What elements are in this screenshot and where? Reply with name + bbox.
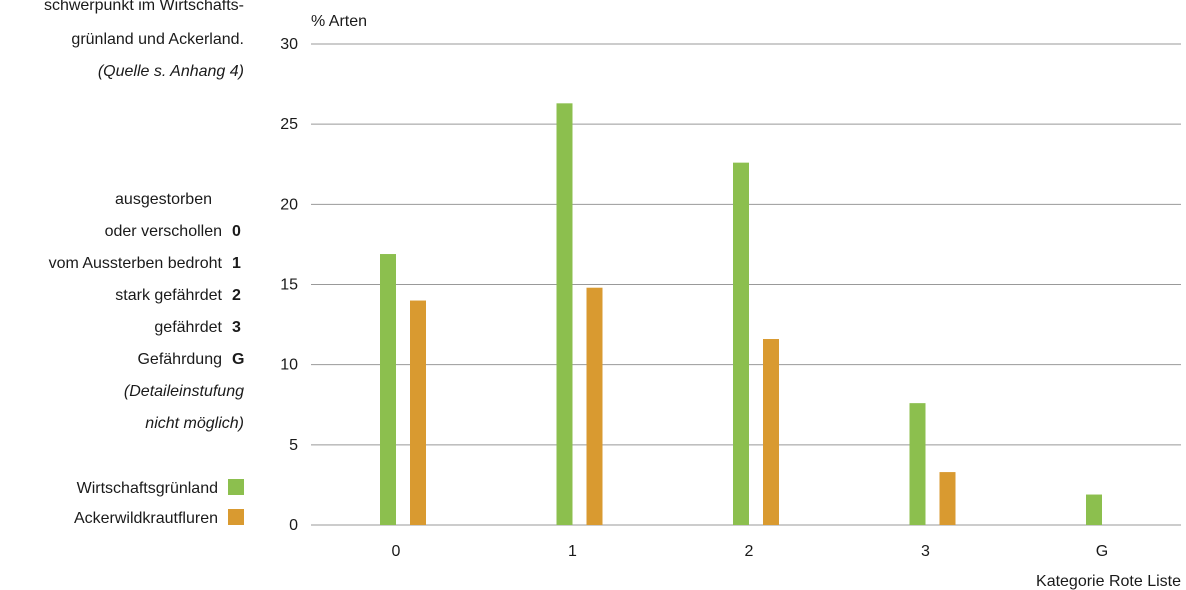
source-note: (Quelle s. Anhang 4) [97,63,244,80]
category-row-1: vom Aussterben bedroht 1 [49,254,244,274]
bar-ackerwildkrautfluren-2 [763,339,779,525]
x-tick-label: 1 [568,543,577,560]
category-label: vom Aussterben bedroht [48,255,222,272]
category-label-extinct: ausgestorben [115,191,212,208]
y-tick-label: 5 [289,437,298,454]
legend-item-green: Wirtschaftsgrünland [77,479,244,499]
category-row-2: stark gefährdet 2 [115,286,244,306]
note-line-2: nicht möglich) [145,415,244,432]
bar-wirtschaftsgruenland-2 [733,162,749,525]
category-label: gefährdet [154,319,222,336]
category-code: G [232,351,245,368]
y-tick-label: 0 [289,517,298,534]
category-code: 2 [232,287,241,304]
y-tick-label: 20 [280,196,298,213]
x-tick-label: 2 [745,543,754,560]
y-tick-labels: 0 5 10 15 20 25 30 [280,36,298,534]
y-tick-label: 25 [280,116,298,133]
bar-wirtschaftsgruenland-1 [556,103,573,525]
bars [380,103,1102,525]
category-code: 0 [232,223,241,240]
bar-ackerwildkrautfluren-3 [939,472,956,525]
bar-wirtschaftsgruenland-3 [909,403,926,525]
category-label: stark gefährdet [115,287,222,304]
legend-label: Ackerwildkrautfluren [73,510,218,527]
intro-line-1: schwerpunkt im Wirtschafts- [43,0,244,14]
category-row-g: Gefährdung G [137,350,244,370]
note-line-1: (Detaileinstufung [123,383,244,400]
category-code: 1 [232,255,241,272]
legend-swatch-orange [228,509,244,525]
x-axis-label: Kategorie Rote Liste [1036,573,1181,590]
x-tick-label: 0 [392,543,401,560]
y-tick-label: 10 [280,357,298,374]
y-tick-label: 30 [280,36,298,53]
intro-line-2: grünland und Ackerland. [71,31,244,48]
y-tick-label: 15 [280,277,298,294]
bar-wirtschaftsgruenland-0 [380,254,396,525]
x-tick-label: G [1096,543,1108,560]
bar-wirtschaftsgruenland-G [1086,494,1102,525]
sidebar: schwerpunkt im Wirtschafts- grünland und… [0,0,245,590]
category-label: Gefährdung [137,351,222,368]
category-code: 3 [232,319,241,336]
bar-ackerwildkrautfluren-1 [586,287,603,525]
x-tick-labels: 0 1 2 3 G [392,543,1109,560]
y-axis-label: % Arten [311,13,367,30]
bar-ackerwildkrautfluren-0 [410,300,426,525]
legend-swatch-green [228,479,244,495]
legend-item-orange: Ackerwildkrautfluren [74,509,244,529]
category-row-0: oder verschollen 0 [105,222,244,242]
legend-label: Wirtschaftsgrünland [76,480,218,497]
x-tick-label: 3 [921,543,930,560]
category-label: oder verschollen [104,223,222,240]
category-row-3: gefährdet 3 [154,318,244,338]
